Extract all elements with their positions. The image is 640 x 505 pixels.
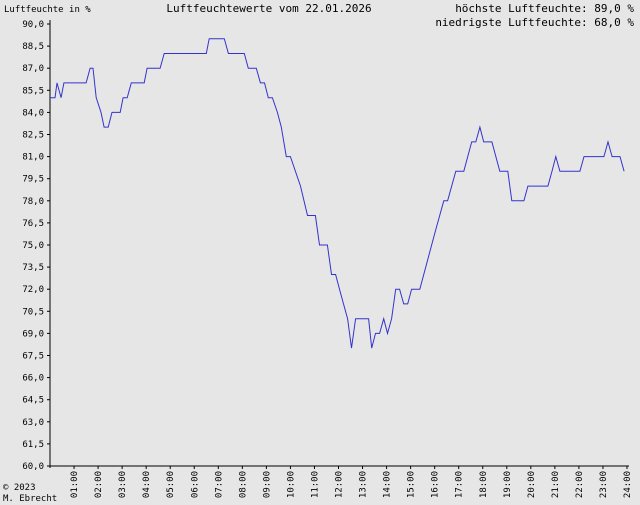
y-tick-label: 78,0	[22, 197, 44, 207]
x-tick-label: 23:00	[599, 471, 609, 498]
y-tick-label: 75,0	[22, 241, 44, 251]
y-axis-label: Luftfeuchte in %	[4, 5, 91, 15]
y-tick-label: 67,5	[22, 352, 44, 362]
y-tick-label: 85,5	[22, 86, 44, 96]
author-text: M. Ebrecht	[3, 494, 57, 504]
x-tick-label: 07:00	[214, 471, 224, 498]
x-tick-label: 19:00	[503, 471, 513, 498]
x-tick-label: 05:00	[166, 471, 176, 498]
y-tick-label: 82,5	[22, 131, 44, 141]
y-tick-label: 72,0	[22, 285, 44, 295]
y-tick-label: 73,5	[22, 263, 44, 273]
x-tick-label: 10:00	[286, 471, 296, 498]
y-tick-label: 64,5	[22, 396, 44, 406]
y-tick-label: 90,0	[22, 20, 44, 30]
x-tick-label: 06:00	[190, 471, 200, 498]
y-tick-label: 84,0	[22, 108, 44, 118]
x-tick-label: 04:00	[142, 471, 152, 498]
y-tick-label: 69,0	[22, 329, 44, 339]
y-tick-label: 70,5	[22, 307, 44, 317]
y-tick-label: 87,0	[22, 64, 44, 74]
x-tick-label: 12:00	[335, 471, 345, 498]
y-tick-label: 63,0	[22, 418, 44, 428]
copyright-text: © 2023	[3, 483, 36, 493]
x-tick-label: 14:00	[383, 471, 393, 498]
humidity-series-line	[50, 38, 625, 349]
y-tick-label: 76,5	[22, 219, 44, 229]
y-tick-label: 88,5	[22, 42, 44, 52]
x-tick-label: 18:00	[479, 471, 489, 498]
x-tick-label: 08:00	[238, 471, 248, 498]
x-tick-label: 15:00	[407, 471, 417, 498]
axis-ticks	[47, 23, 628, 469]
chart-title: Luftfeuchtewerte vom 22.01.2026	[166, 2, 371, 15]
x-tick-labels: 01:00 02:00 03:00 04:00 05:00 06:00 07:00 08:00…	[70, 471, 633, 498]
x-tick-label: 17:00	[455, 471, 465, 498]
y-tick-label: 79,5	[22, 175, 44, 185]
y-tick-labels: 60,0 61,5 63,0 64,5 66,0 67,5 69,0 70,5 72,0 73,5…	[22, 20, 44, 472]
x-tick-label: 11:00	[310, 471, 320, 498]
y-tick-label: 81,0	[22, 153, 44, 163]
x-tick-label: 24:00	[623, 471, 633, 498]
min-humidity-label: niedrigste Luftfeuchte: 68,0 %	[435, 16, 634, 29]
x-tick-label: 02:00	[94, 471, 104, 498]
x-tick-label: 16:00	[431, 471, 441, 498]
x-tick-label: 01:00	[70, 471, 80, 498]
x-tick-label: 09:00	[262, 471, 272, 498]
x-tick-label: 13:00	[359, 471, 369, 498]
x-tick-label: 20:00	[527, 471, 537, 498]
y-tick-label: 66,0	[22, 374, 44, 384]
x-tick-label: 03:00	[118, 471, 128, 498]
y-tick-label: 60,0	[22, 462, 44, 472]
x-tick-label: 21:00	[551, 471, 561, 498]
max-humidity-label: höchste Luftfeuchte: 89,0 %	[455, 2, 634, 15]
y-tick-label: 61,5	[22, 440, 44, 450]
x-tick-label: 22:00	[575, 471, 585, 498]
